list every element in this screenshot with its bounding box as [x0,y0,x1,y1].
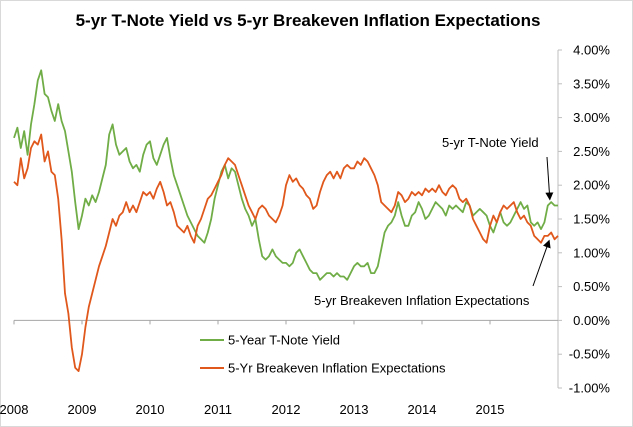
annotation-t-note-label: 5-yr T-Note Yield [442,135,539,150]
legend-label: 5-Year T-Note Yield [228,333,340,348]
annotations: 5-yr T-Note Yield 5-yr Breakeven Inflatio… [314,135,554,308]
x-tick-label: 2011 [204,402,232,417]
x-tick-label: 2014 [408,402,437,417]
y-tick-label: 0.00% [573,313,610,328]
y-tick-label: 2.00% [573,178,610,193]
x-tick-label: 2012 [272,402,301,417]
chart-title: 5-yr T-Note Yield vs 5-yr Breakeven Infl… [76,11,541,30]
series-line-breakeven-inflation [13,133,559,372]
y-tick-label: 0.50% [573,279,610,294]
annotation-arrow [532,239,551,287]
annotation-arrow [545,156,554,201]
x-axis: 2008 2009 2010 2011 2012 2013 2014 2015 [0,319,558,417]
y-tick-label: 3.00% [573,110,610,125]
y-tick-label: -1.00% [569,381,611,396]
y-tick-label: 2.50% [573,144,610,159]
legend: 5-Year T-Note Yield 5-Yr Breakeven Inflat… [200,333,446,376]
series-line-t-note-yield [13,69,558,281]
x-tick-label: 2008 [0,402,28,417]
y-tick-label: 4.00% [573,43,610,58]
x-tick-label: 2013 [340,402,369,417]
y-tick-label: 1.50% [573,212,610,227]
x-tick-label: 2009 [68,402,97,417]
x-tick-label: 2010 [136,402,165,417]
legend-label: 5-Yr Breakeven Inflation Expectations [228,361,446,376]
series-layer [13,69,559,372]
x-tick-label: 2015 [476,402,505,417]
y-axis: 4.00% 3.50% 3.00% 2.50% 2.00% 1.50% 1.00% 0.50%… [557,43,611,396]
y-tick-label: 1.00% [573,245,610,260]
y-tick-label: -0.50% [569,347,611,362]
annotation-breakeven-label: 5-yr Breakeven Inflation Expectations [314,293,530,308]
y-tick-label: 3.50% [573,76,610,91]
